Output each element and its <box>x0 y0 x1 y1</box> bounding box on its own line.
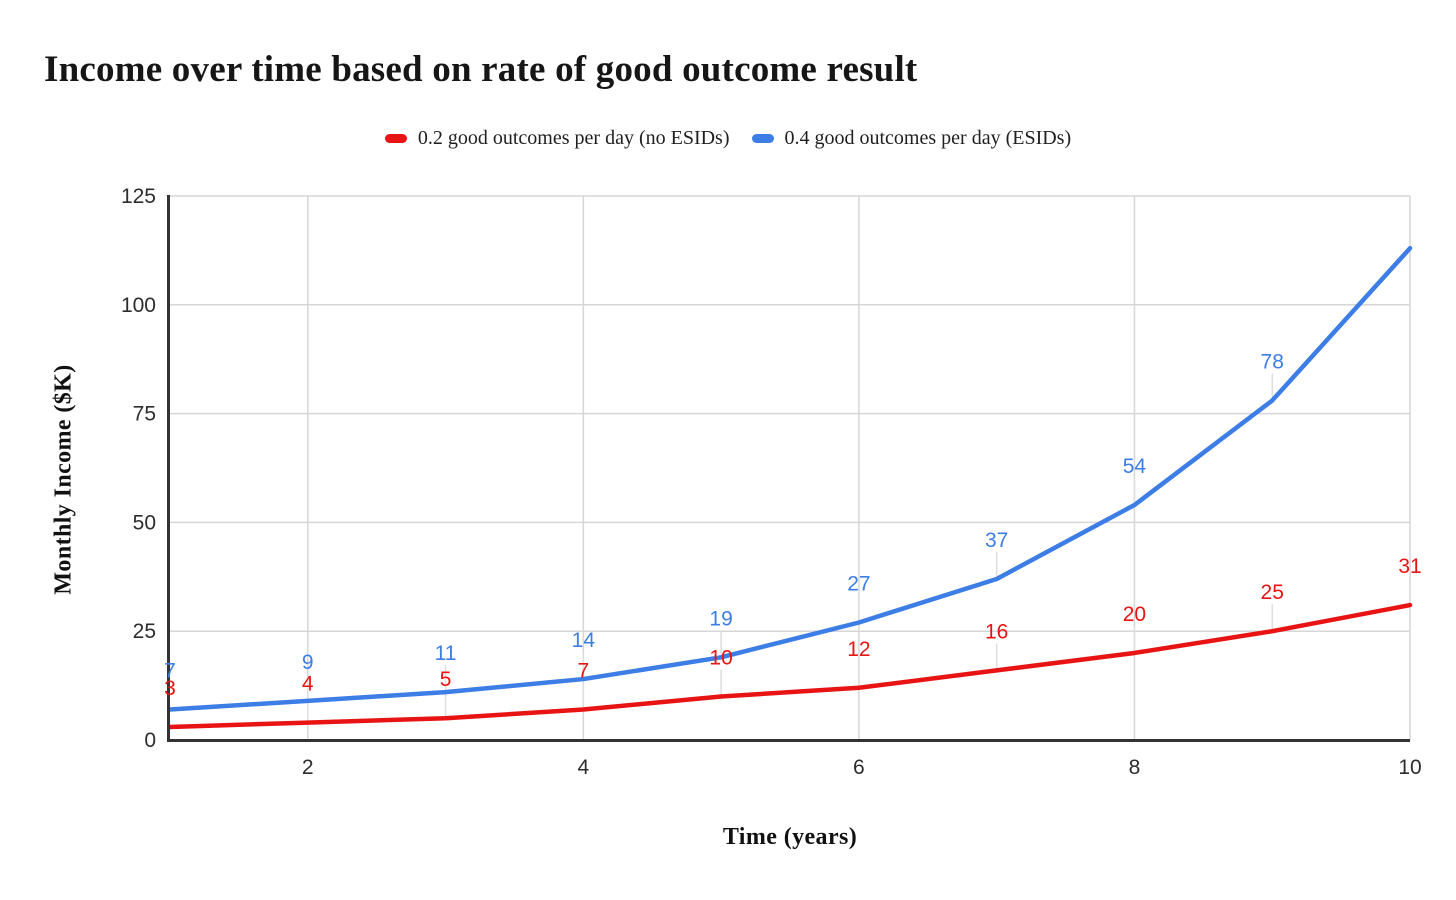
data-label: 25 <box>1261 581 1284 604</box>
data-label: 5 <box>440 668 452 691</box>
data-label: 4 <box>302 673 314 696</box>
x-tick-label: 8 <box>1129 756 1141 779</box>
chart-title: Income over time based on rate of good o… <box>44 49 918 90</box>
y-tick-label: 50 <box>133 511 156 534</box>
legend-label-blue-series: 0.4 good outcomes per day (ESIDs) <box>784 127 1072 149</box>
legend-label-red-series: 0.2 good outcomes per day (no ESIDs) <box>417 127 730 149</box>
data-label: 54 <box>1123 455 1147 478</box>
data-label: 10 <box>709 646 732 669</box>
legend-item-red-series: 0.2 good outcomes per day (no ESIDs) <box>384 127 730 150</box>
x-tick-label: 6 <box>853 756 865 779</box>
y-tick-label: 125 <box>121 185 156 208</box>
data-label: 12 <box>847 638 870 661</box>
data-label: 19 <box>709 607 732 630</box>
legend-swatch-red <box>384 134 407 143</box>
x-tick-label: 2 <box>302 756 314 779</box>
y-tick-label: 100 <box>121 294 156 317</box>
x-tick-label: 10 <box>1398 756 1421 779</box>
legend: 0.2 good outcomes per day (no ESIDs) 0.4… <box>0 127 1456 150</box>
data-label: 16 <box>985 620 1008 643</box>
series-line-1 <box>167 245 1413 712</box>
legend-swatch-blue <box>751 134 774 143</box>
data-label: 20 <box>1123 603 1146 626</box>
data-label: 9 <box>302 651 314 674</box>
data-label: 14 <box>572 629 596 652</box>
data-labels: 3 4 5 7 10 12 16 20 25 31 7 9 11 14 19 27 37 54 78 <box>164 351 1422 700</box>
y-tick-label: 25 <box>133 620 156 643</box>
y-tick-label: 75 <box>133 403 156 426</box>
y-tick-label: 0 <box>144 729 156 752</box>
legend-item-blue-series: 0.4 good outcomes per day (ESIDs) <box>751 127 1072 150</box>
data-label: 11 <box>435 642 457 665</box>
gridlines <box>170 195 1411 740</box>
data-label: 31 <box>1398 555 1421 578</box>
x-tick-label: 4 <box>577 756 589 779</box>
axes <box>167 195 1410 742</box>
data-label: 78 <box>1261 351 1284 374</box>
x-axis-title: Time (years) <box>722 824 858 850</box>
label-leader-lines <box>307 373 1411 721</box>
data-label: 7 <box>164 660 176 683</box>
y-axis-title: Monthly Income ($K) <box>50 364 77 595</box>
data-label: 3 <box>164 677 176 700</box>
series-line-0 <box>167 602 1413 730</box>
data-label: 37 <box>985 529 1008 552</box>
series-lines <box>167 245 1413 730</box>
data-label: 7 <box>577 660 589 683</box>
data-label: 27 <box>847 572 870 595</box>
